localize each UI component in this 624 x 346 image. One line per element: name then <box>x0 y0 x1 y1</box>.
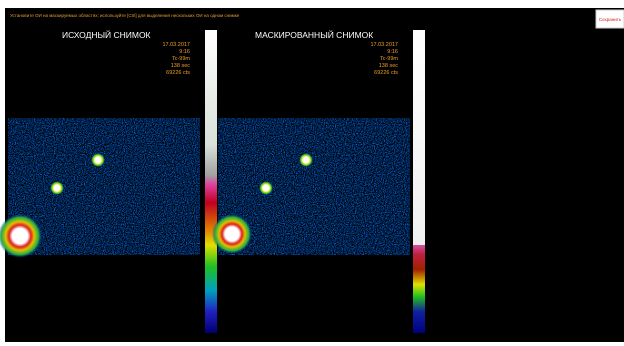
hot-spot <box>91 153 105 167</box>
scan-info: 17.03.2017 <box>162 42 190 48</box>
masked-panel: МАСКИРОВАННЫЙ СНИМОК 17.03.20179:16Tc-99… <box>212 29 425 333</box>
save-button-label[interactable]: Сохранить <box>599 17 622 22</box>
save-button[interactable] <box>595 9 624 29</box>
color-bar <box>413 30 425 333</box>
panel-title: ИСХОДНЫЙ СНИМОК <box>62 29 151 40</box>
hot-spot <box>259 181 273 195</box>
instruction: Установите ОИ на маскируемых областях; и… <box>10 12 240 18</box>
scan-info: 69226 cts <box>166 70 190 76</box>
scan-info: 9:16 <box>387 49 398 55</box>
scan-info: Tc-99m <box>380 56 398 62</box>
scan-noise <box>218 118 410 255</box>
scan-info: Tc-99m <box>172 56 190 62</box>
scan-info: 9:16 <box>179 49 190 55</box>
hot-spot <box>50 181 64 195</box>
panel-title: МАСКИРОВАННЫЙ СНИМОК <box>255 29 373 40</box>
scan-info: 17.03.2017 <box>370 42 398 48</box>
scan-info: 138 sec <box>379 63 399 69</box>
scan-noise <box>8 118 200 255</box>
scan-info: 69226 cts <box>374 70 398 76</box>
original-panel: ИСХОДНЫЙ СНИМОК 17.03.20179:16Tc-99m138 … <box>0 29 217 333</box>
color-bar <box>205 30 217 333</box>
hot-spot <box>212 214 252 254</box>
hot-spot <box>0 214 42 258</box>
hot-spot <box>299 153 313 167</box>
scan-info: 138 sec <box>171 63 191 69</box>
